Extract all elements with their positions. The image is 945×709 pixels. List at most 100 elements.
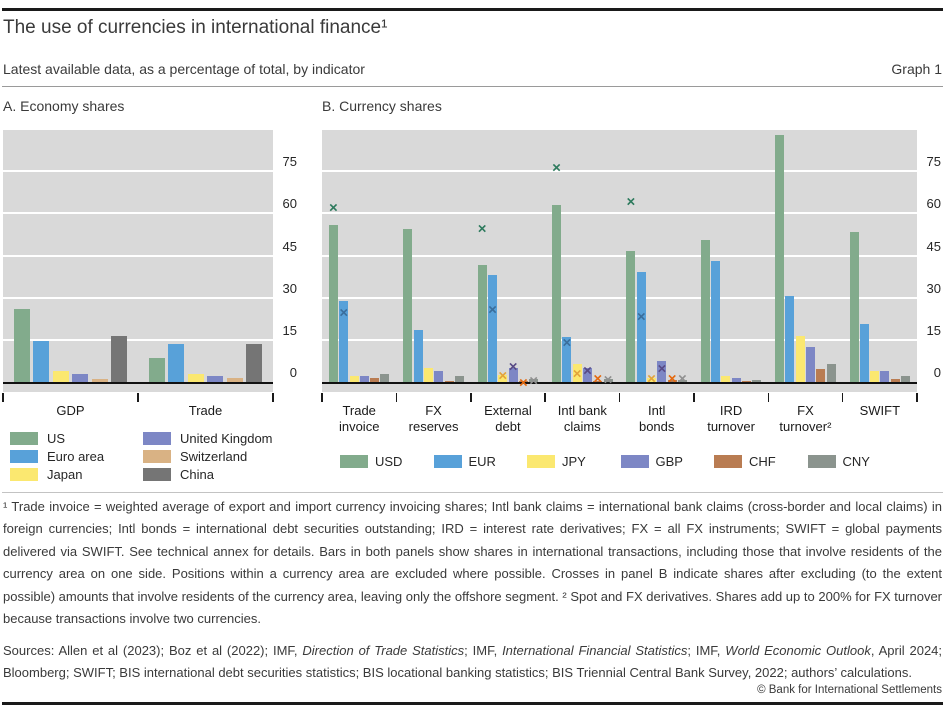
subtitle-row: Latest available data, as a percentage o… [3, 61, 942, 77]
cross-marker-gbp: × [508, 358, 518, 376]
bar-switzerland [226, 377, 243, 382]
legend-swatch-chf [714, 455, 742, 468]
x-group-label-line: IRD [719, 403, 743, 418]
x-group-label: FX reserves [409, 403, 459, 435]
bar-cny [529, 379, 539, 382]
bar-eur [487, 275, 497, 382]
x-group-label: Trade [189, 403, 222, 419]
legend-label: Switzerland [180, 449, 248, 464]
cross-marker-chf: × [518, 374, 528, 392]
cross-marker-eur: × [488, 301, 497, 319]
x-group-label-line: invoice [338, 419, 380, 434]
x-tick [618, 393, 621, 402]
x-group-label: FX turnover² [779, 403, 831, 435]
y-axis-label: 45 [282, 238, 297, 254]
legend-swatch-china [143, 468, 171, 481]
x-group-label-line: claims [563, 419, 601, 434]
bar-eur [785, 296, 795, 382]
panel-b-title: B. Currency shares [322, 98, 442, 114]
x-tick [321, 393, 323, 402]
y-axis-label: 15 [926, 322, 941, 338]
bar-cny [603, 378, 613, 382]
bar-us [149, 358, 165, 382]
legend-label: JPY [562, 454, 586, 469]
copyright-text: © Bank for International Settlements [757, 684, 942, 696]
bar-chf [444, 381, 454, 382]
bar-usd [328, 224, 338, 382]
bar-gbp [434, 370, 444, 382]
panel-a-plot-area [3, 130, 273, 392]
bar-chf [816, 369, 826, 382]
source-text-segment: Sources: Allen et al (2023); Boz et al (… [3, 643, 303, 658]
bar-euro-area [33, 341, 50, 382]
bar-gbp [880, 370, 890, 382]
sources-text: Sources: Allen et al (2023); Boz et al (… [3, 640, 942, 683]
bar-eur [859, 324, 869, 382]
bar-jpy [647, 377, 657, 382]
cross-marker-gbp: × [583, 362, 592, 380]
x-group-label: GDP [56, 403, 84, 419]
grid-line [3, 170, 273, 173]
bar-usd [849, 231, 859, 382]
bar-euro-area [168, 344, 185, 382]
legend-swatch-united-kingdom [143, 432, 171, 445]
bar-eur [413, 330, 423, 382]
cross-marker-usd: × [552, 159, 561, 177]
cross-marker-jpy: × [647, 370, 656, 388]
bar-gbp [657, 360, 667, 382]
cross-marker-eur: × [636, 308, 646, 326]
cross-marker-eur: × [562, 334, 572, 352]
legend-label: Euro area [47, 449, 105, 464]
grid-line [3, 212, 273, 215]
legend-swatch-switzerland [143, 450, 171, 463]
x-tick [137, 393, 139, 402]
bar-us [14, 308, 30, 382]
bar-chf [667, 380, 677, 382]
y-axis-label: 0 [933, 365, 941, 380]
x-tick [841, 393, 844, 402]
legend-label: CHF [749, 454, 776, 469]
legend-swatch-eur [433, 455, 462, 468]
grid-line [322, 254, 917, 257]
source-text-segment: , April 2024; Bloomberg; SWIFT; BIS inte… [3, 643, 943, 680]
legend-label: CNY [842, 454, 870, 469]
bar-japan [52, 370, 69, 382]
graph-number-label: Graph 1 [891, 61, 942, 77]
grid-line [3, 254, 273, 257]
footnote-text: ¹ Trade invoice = weighted average of ex… [3, 499, 942, 627]
bar-united-kingdom [207, 376, 224, 382]
x-group-label-line: turnover² [779, 419, 832, 434]
y-axis-label: 60 [282, 196, 297, 212]
legend-swatch-jpy [527, 455, 555, 468]
bar-jpy [572, 363, 582, 382]
bar-eur [636, 272, 646, 382]
x-tick [544, 393, 546, 402]
bar-jpy [498, 374, 508, 382]
bottom-rule [2, 702, 943, 705]
x-group-label-line: Trade [342, 403, 376, 418]
grid-line [3, 296, 273, 299]
legend-label: China [180, 467, 214, 482]
x-group-label: Trade invoice [339, 403, 379, 435]
zero-axis-line [3, 382, 273, 384]
x-tick [2, 393, 4, 402]
cross-marker-usd: × [477, 220, 487, 238]
legend-swatch-euro-area [10, 450, 38, 463]
bar-jpy [870, 370, 880, 382]
bar-cny [826, 363, 836, 382]
legend-label: United Kingdom [180, 431, 273, 446]
cross-marker-gbp: × [657, 360, 667, 378]
legend-swatch-japan [10, 468, 38, 481]
y-axis-label: 0 [289, 365, 297, 380]
subtitle: Latest available data, as a percentage o… [3, 61, 365, 77]
source-text-segment: ; IMF, [464, 643, 503, 658]
bar-chf [370, 377, 380, 382]
bar-japan [187, 373, 204, 382]
panel-b-plot-area: × × × × × × × × × × × × × × × × × × × × [322, 130, 917, 392]
x-group-label-line: reserves [408, 419, 459, 434]
bar-chf [890, 379, 900, 382]
y-axis-label: 60 [926, 196, 941, 212]
grid-line [322, 212, 917, 215]
x-group-label-line: FX [425, 403, 442, 418]
